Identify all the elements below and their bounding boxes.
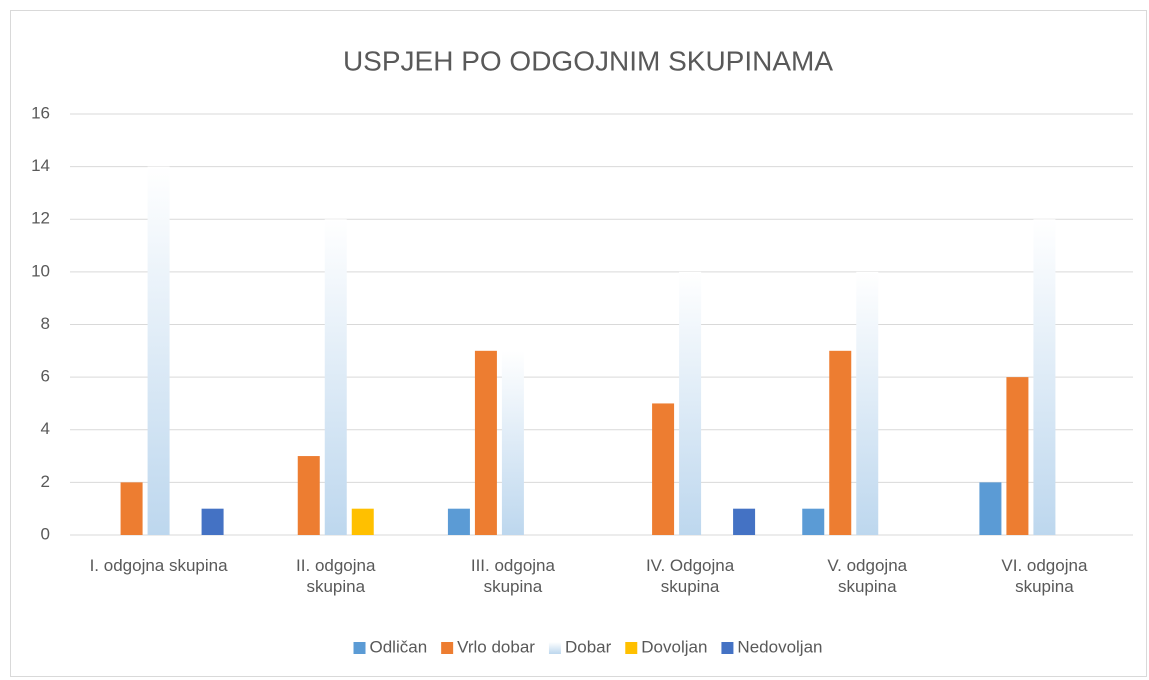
- legend-swatch: [548, 642, 561, 654]
- bar: [733, 508, 756, 535]
- legend-label: Dovoljan: [641, 637, 707, 656]
- bar: [501, 350, 524, 535]
- bar: [351, 508, 374, 535]
- bar: [474, 350, 497, 535]
- legend-swatch: [721, 642, 734, 654]
- bar: [652, 403, 675, 535]
- y-tick-label: 4: [41, 419, 50, 438]
- y-tick-label: 10: [31, 261, 50, 280]
- bar: [447, 508, 470, 535]
- y-tick-label: 2: [41, 472, 50, 491]
- y-tick-label: 6: [41, 367, 50, 386]
- y-tick-label: 16: [31, 103, 50, 122]
- bar: [324, 219, 347, 535]
- bar: [297, 456, 320, 535]
- legend: Odličan Vrlo dobar Dobar Dovoljan Nedovoljan: [353, 637, 822, 656]
- chart-border: [10, 10, 1147, 677]
- legend-swatch: [441, 642, 454, 654]
- legend-label: Dobar: [565, 637, 612, 656]
- bar: [802, 508, 825, 535]
- x-tick-label: I. odgojna skupina: [89, 556, 228, 575]
- chart-title: USPJEH PO ODGOJNIM SKUPINAMA: [343, 45, 833, 76]
- legend-label: Vrlo dobar: [457, 637, 535, 656]
- x-tick-label: VI. odgojna skupina: [1001, 556, 1088, 596]
- legend-label: Odličan: [370, 637, 428, 656]
- y-tick-label: 12: [31, 209, 50, 228]
- bar: [1033, 219, 1056, 535]
- bar: [1006, 377, 1029, 535]
- bar: [679, 271, 702, 535]
- legend-label: Nedovoljan: [737, 637, 822, 656]
- legend-swatch: [353, 642, 366, 654]
- y-tick-label: 14: [31, 156, 50, 175]
- bar: [829, 350, 852, 535]
- y-tick-label: 8: [41, 314, 50, 333]
- legend-swatch: [625, 642, 638, 654]
- bar: [120, 482, 143, 535]
- bar: [856, 271, 879, 535]
- bar: [147, 166, 170, 535]
- bar: [201, 508, 224, 535]
- x-tick-label: IV. Odgojna skupina: [645, 556, 735, 596]
- x-tick-label: III. odgojna skupina: [470, 556, 555, 596]
- bar: [979, 482, 1002, 535]
- x-tick-label: II. odgojna skupina: [296, 556, 376, 596]
- x-tick-label: V. odgojna skupina: [827, 556, 908, 596]
- y-tick-label: 0: [41, 524, 50, 543]
